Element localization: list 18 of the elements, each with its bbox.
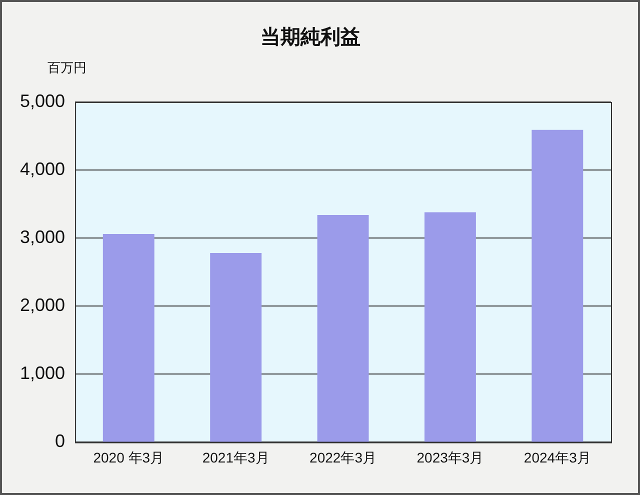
- x-tick-label: 2024年3月: [524, 449, 591, 466]
- bar: [424, 212, 476, 442]
- bar: [102, 234, 154, 442]
- bar: [317, 214, 369, 442]
- x-tick-label: 2022年3月: [310, 449, 376, 466]
- x-tick-label: 2023年3月: [416, 449, 484, 466]
- chart-title: 当期純利益: [260, 26, 360, 49]
- y-axis-title: 百万円: [48, 60, 86, 75]
- y-tick-label: 1,000: [20, 363, 66, 384]
- bar: [210, 253, 262, 442]
- y-tick-label: 0: [55, 431, 66, 452]
- bar: [532, 130, 584, 442]
- x-tick-label: 2021年3月: [202, 449, 270, 466]
- y-tick-label: 4,000: [20, 159, 66, 180]
- y-tick-label: 5,000: [20, 90, 66, 111]
- y-tick-label: 3,000: [20, 227, 66, 248]
- x-tick-label: 2020 年3月: [93, 449, 164, 466]
- y-tick-label: 2,000: [20, 295, 66, 316]
